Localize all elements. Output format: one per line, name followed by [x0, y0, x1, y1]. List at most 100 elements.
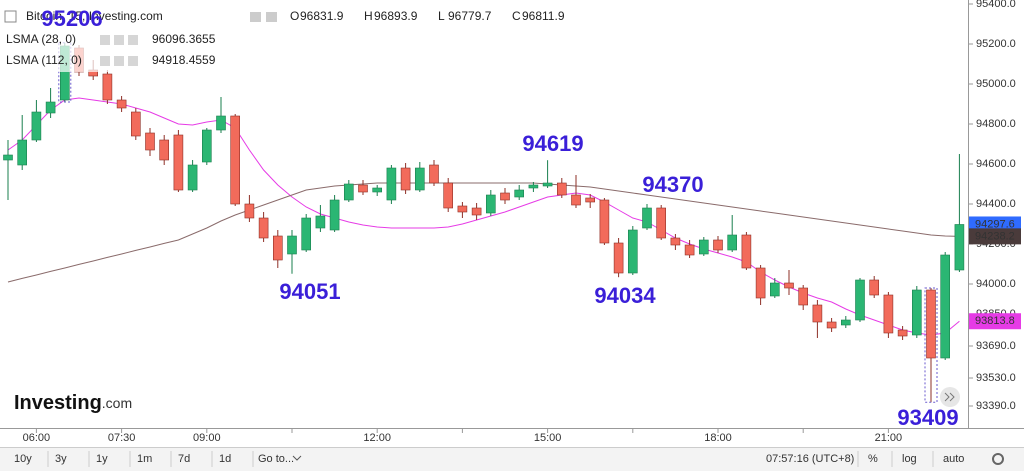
candle-body — [826, 321, 837, 329]
range-button[interactable]: 1y — [96, 453, 108, 465]
candle-body — [741, 234, 752, 269]
legend-icon[interactable] — [100, 56, 110, 66]
candle-body — [642, 207, 652, 229]
candle-body — [500, 192, 510, 201]
candle-body — [940, 254, 951, 359]
option-button[interactable]: auto — [943, 453, 964, 465]
x-tick-label: 09:00 — [193, 432, 221, 444]
legend-icon[interactable] — [100, 35, 110, 45]
icon[interactable] — [250, 12, 261, 22]
settings-button[interactable] — [992, 453, 1004, 465]
candle-body — [386, 167, 397, 201]
candle-body — [869, 279, 880, 296]
candle-body — [528, 184, 539, 189]
candle-body — [301, 217, 312, 251]
candle-body — [429, 164, 439, 184]
candle-body — [812, 304, 823, 323]
candle-body — [372, 187, 383, 193]
candle-body — [400, 167, 411, 191]
candle-body — [358, 184, 368, 193]
candle-body — [897, 329, 908, 337]
annotation: 95206 — [41, 6, 102, 31]
candle-body — [471, 207, 482, 216]
candle-body — [414, 167, 425, 191]
ohlc-value: 96831.9 — [300, 9, 344, 23]
chart-title: Bitcoin, 15, Investing.com — [26, 9, 163, 23]
x-tick-label: 18:00 — [704, 432, 732, 444]
candle-body — [258, 217, 269, 239]
candle-body — [727, 234, 738, 251]
candle-body — [954, 224, 965, 271]
ohlc-value: 96779.7 — [448, 9, 492, 23]
candle-body — [542, 182, 553, 187]
range-button[interactable]: 3y — [55, 453, 67, 465]
y-tick-label: 93690.0 — [976, 340, 1016, 352]
candle-body — [17, 139, 28, 166]
y-tick-label: 93390.0 — [976, 400, 1016, 412]
candle-body — [571, 194, 581, 206]
ohlc-key: H — [364, 9, 373, 23]
legend-icon[interactable] — [114, 56, 124, 66]
legend-icon[interactable] — [114, 35, 124, 45]
logo: Investing.com — [14, 392, 132, 414]
candle-body — [755, 267, 766, 299]
candle-body — [769, 282, 780, 297]
candle-body — [627, 229, 638, 274]
range-button[interactable]: 10y — [14, 453, 32, 465]
price-tag — [969, 313, 1021, 330]
toolbar-items: 10y 3y 1y 1m 7d 1d Go to... 07:57:16 (UTC+8)% lo… — [14, 451, 1004, 467]
range-button[interactable]: 1d — [219, 453, 231, 465]
overlay: Bitcoin, 15, Investing.com 95206 94051 946… — [0, 4, 1021, 430]
legend-icon[interactable] — [128, 35, 138, 45]
legend-icon[interactable] — [128, 56, 138, 66]
clock: 07:57:16 (UTC+8) — [766, 453, 854, 465]
candle-body — [784, 282, 794, 289]
y-tick-label: 94800.0 — [976, 118, 1016, 130]
scroll-button[interactable] — [940, 387, 960, 407]
candle-body — [31, 111, 42, 141]
candle-body — [230, 115, 240, 205]
logo-name: Investing — [14, 392, 102, 414]
candle-body — [443, 182, 454, 209]
x-tick-label: 12:00 — [363, 432, 391, 444]
y-tick-label: 95000.0 — [976, 78, 1016, 90]
ma-line — [7, 182, 960, 283]
candle-body — [798, 287, 809, 306]
y-tick-label: 93530.0 — [976, 372, 1016, 384]
collapse-icon[interactable] — [4, 10, 17, 23]
header-icons[interactable] — [250, 12, 277, 22]
plot-area: 95400.0 95200.0 95000.0 94800.0 94600.0 94400… — [3, 0, 1016, 444]
goto-icon — [292, 455, 302, 461]
scroll-icon[interactable] — [944, 392, 955, 402]
candle-body — [287, 235, 297, 255]
candle-body — [187, 164, 198, 191]
candle-body — [840, 319, 851, 326]
x-tick-label: 06:00 — [23, 432, 51, 444]
candle-body — [3, 154, 13, 161]
legend-name: LSMA (28, 0) — [6, 32, 76, 46]
range-button[interactable]: 1m — [137, 453, 152, 465]
x-tick-label: 15:00 — [534, 432, 562, 444]
ohlc-key: C — [512, 9, 521, 23]
candle-body — [613, 242, 624, 274]
candle-body — [173, 134, 184, 191]
icon[interactable] — [266, 12, 277, 22]
candle-body — [585, 197, 596, 203]
y-tick-label: 94600.0 — [976, 158, 1016, 170]
goto-button[interactable]: Go to... — [258, 453, 294, 465]
candle-body — [145, 132, 155, 151]
candle-body — [131, 111, 141, 137]
candle-body — [329, 199, 340, 231]
highlight-box — [924, 287, 938, 403]
range-button[interactable]: 7d — [178, 453, 190, 465]
candle-body — [343, 183, 354, 201]
option-button[interactable]: log — [902, 453, 917, 465]
x-tick-label: 21:00 — [875, 432, 903, 444]
price-tag-label: 94238.2 — [975, 230, 1015, 242]
candle-body — [244, 203, 255, 219]
option-button[interactable]: % — [868, 453, 878, 465]
legend-value: 96096.3655 — [152, 32, 216, 46]
candle-body — [102, 73, 113, 101]
candle-body — [116, 99, 127, 109]
